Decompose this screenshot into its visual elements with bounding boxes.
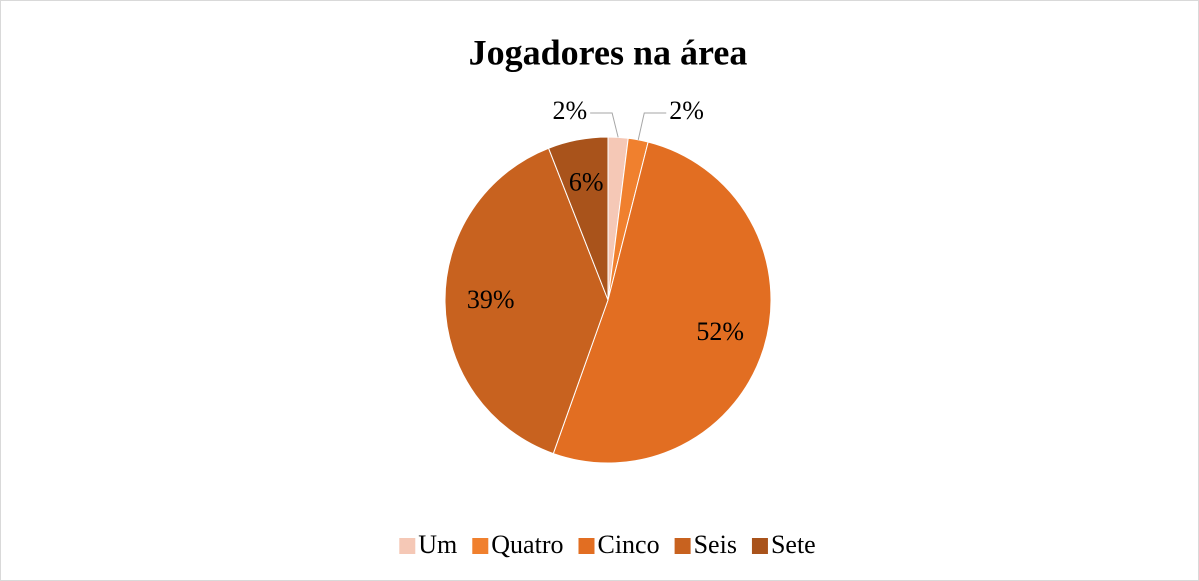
pie-slice	[552, 141, 772, 464]
legend-swatch	[578, 538, 595, 554]
legend-label: Um	[418, 530, 457, 559]
legend-swatch	[472, 538, 489, 554]
legend-swatch	[674, 538, 691, 554]
pie-slice	[547, 136, 609, 301]
legend-label: Cinco	[597, 530, 659, 559]
legend-label: Seis	[694, 530, 737, 559]
legend-swatch	[751, 538, 768, 554]
legend-label: Quatro	[491, 530, 563, 559]
data-label: 52%	[696, 317, 744, 346]
legend-label: Sete	[771, 530, 816, 559]
chart-title: Jogadores na área	[469, 32, 748, 72]
legend-swatch	[399, 538, 416, 554]
leader-line	[590, 112, 619, 138]
pie-slice	[444, 147, 609, 455]
leader-line	[637, 112, 667, 140]
data-label: 6%	[569, 168, 604, 197]
data-label: 39%	[467, 285, 515, 314]
data-label: 2%	[552, 96, 587, 125]
data-label: 2%	[669, 96, 704, 125]
